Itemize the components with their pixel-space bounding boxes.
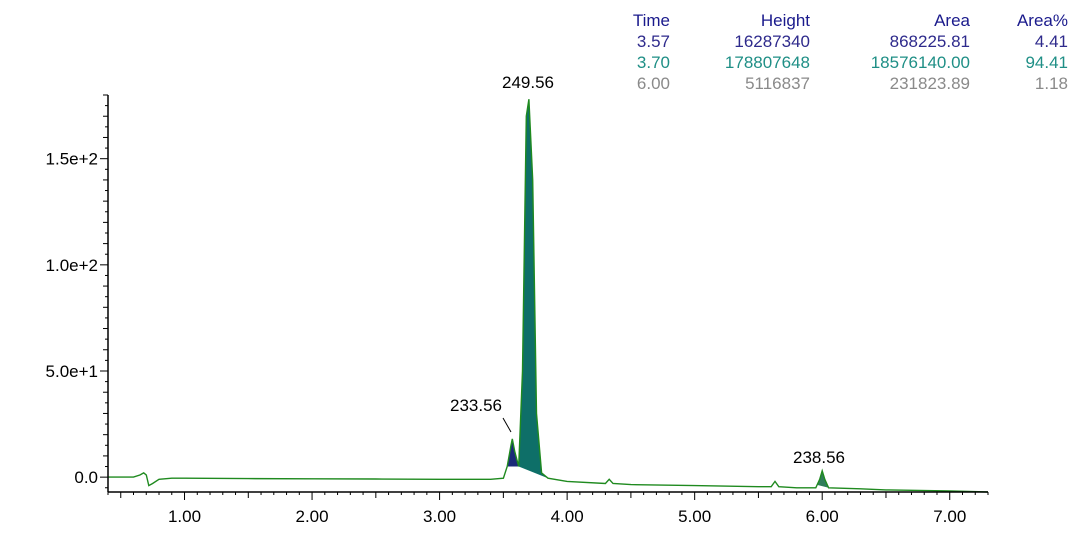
peak-time: 6.00: [636, 74, 670, 93]
x-tick-label: 1.00: [168, 507, 201, 526]
x-tick-label: 6.00: [806, 507, 839, 526]
trace-line: [108, 99, 989, 493]
header-area: Area: [934, 11, 970, 30]
peak-area: 231823.89: [889, 74, 970, 93]
x-tick-label: 5.00: [678, 507, 711, 526]
peak-area-percent: 1.18: [1034, 74, 1068, 93]
peak-row-1: 3.57 16287340 868225.81 4.41: [600, 31, 1068, 52]
peak-area-percent: 94.41: [1025, 53, 1068, 72]
peak-label: 249.56: [502, 73, 554, 92]
peak-table: Time Height Area Area% 3.57 16287340 868…: [600, 10, 1068, 94]
y-tick-label: 0.0: [74, 468, 98, 487]
peak-label: 238.56: [793, 448, 845, 467]
peak-time: 3.70: [636, 53, 670, 72]
peak-fill-3: [817, 470, 829, 488]
peak-row-3: 6.00 5116837 231823.89 1.18: [600, 73, 1068, 94]
header-height: Height: [760, 11, 810, 30]
x-tick-label: 7.00: [933, 507, 966, 526]
x-tick-label: 4.00: [551, 507, 584, 526]
y-tick-label: 5.0e+1: [46, 362, 98, 381]
peak-height: 16287340: [734, 32, 810, 51]
peak-label: 233.56: [450, 396, 502, 415]
peak-height: 178807648: [724, 53, 810, 72]
header-time: Time: [632, 11, 670, 30]
peak-row-2: 3.70 178807648 18576140.00 94.41: [600, 52, 1068, 73]
peak-height: 5116837: [745, 74, 810, 93]
peak-area: 868225.81: [889, 32, 970, 51]
peak-label-leader: [502, 417, 512, 433]
y-tick-label: 1.0e+2: [46, 256, 98, 275]
x-tick-label: 3.00: [423, 507, 456, 526]
peak-fill-1: [507, 438, 519, 467]
peak-area: 18576140.00: [870, 53, 970, 72]
peak-time: 3.57: [636, 32, 670, 51]
header-area-percent: Area%: [1016, 11, 1068, 30]
peak-table-header: Time Height Area Area%: [600, 10, 1068, 31]
x-tick-label: 2.00: [296, 507, 329, 526]
peak-area-percent: 4.41: [1034, 32, 1068, 51]
peak-fill-2: [518, 99, 548, 479]
y-tick-label: 1.5e+2: [46, 150, 98, 169]
